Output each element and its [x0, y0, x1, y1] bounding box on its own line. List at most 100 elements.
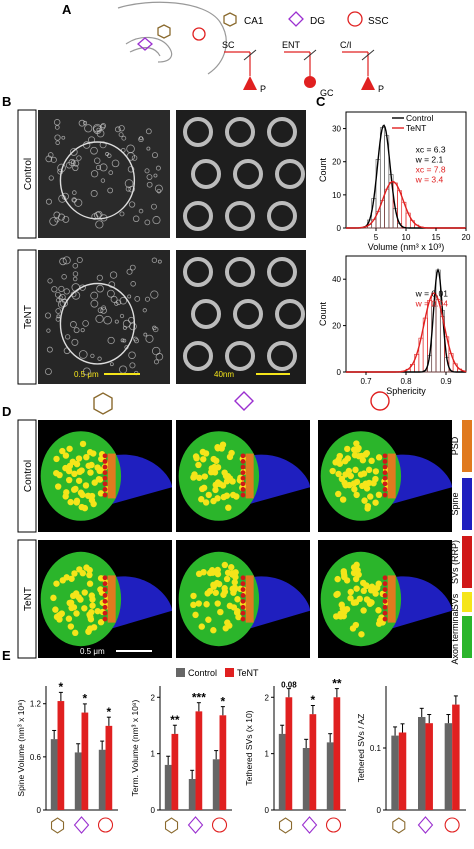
em-vesicle [72, 276, 78, 282]
render-vesicle [86, 580, 94, 587]
bar-control [326, 742, 334, 810]
svg-text:TeNT: TeNT [237, 668, 259, 678]
render-rrp-vesicle [102, 481, 108, 487]
circuit-1-target: P [260, 84, 266, 94]
em-vesicle [59, 257, 67, 266]
x-tick-label: 0.8 [400, 377, 412, 386]
em-vesicle [110, 295, 118, 303]
group-hexagon-icon [392, 817, 406, 834]
em-vesicle [100, 123, 106, 129]
bar-control [212, 759, 220, 810]
row-label-tent-d: TeNT [17, 539, 37, 659]
render-rrp-vesicle [102, 575, 108, 581]
em-vesicle [122, 325, 127, 330]
render-vesicle [96, 476, 104, 483]
em-vesicle [90, 299, 99, 308]
significance-marker: 0.08 [281, 680, 297, 689]
render-psd [387, 575, 396, 623]
render-rrp-vesicle [240, 492, 246, 498]
significance-marker: * [83, 692, 88, 706]
render-vesicle [87, 616, 95, 623]
em-vesicle [47, 278, 53, 284]
em-vesicle [109, 271, 118, 279]
y-tick-label: 2 [151, 693, 156, 702]
render-rrp-vesicle [382, 616, 388, 622]
render-vesicle [234, 596, 241, 603]
y-tick-label: 10 [332, 191, 341, 200]
em-vesicle [68, 158, 76, 167]
render-vesicle [208, 567, 216, 574]
render-vesicle [81, 589, 88, 596]
render-vesicle [352, 466, 359, 474]
render-vesicle [231, 584, 239, 591]
circuit-3-target: P [378, 84, 384, 94]
render-vesicle [372, 475, 379, 483]
em-vesicle [90, 353, 95, 359]
render-vesicle [223, 575, 231, 583]
render-vesicle [91, 479, 98, 486]
circuit-3: C/I P [340, 40, 384, 94]
panel-label-c: C [316, 94, 326, 109]
em-vesicle [54, 217, 60, 223]
x-axis-label: Volume (nm³ x 10³) [368, 242, 445, 252]
render-rrp-vesicle [382, 604, 388, 610]
render-vesicle [372, 499, 379, 506]
render-rrp-vesicle [382, 492, 388, 498]
em-vesicle [72, 271, 79, 277]
render-rrp-vesicle [240, 487, 246, 492]
render-rrp-vesicle [382, 575, 388, 581]
legend-e-tent-swatch [225, 668, 234, 677]
em-vesicle [114, 319, 119, 324]
em-vesicle [48, 175, 54, 181]
em-vesicle [134, 296, 141, 302]
em-vesicle [108, 281, 116, 288]
legend-spine-swatch [462, 478, 472, 530]
em-vesicle [90, 146, 98, 155]
render-vesicle [221, 561, 229, 569]
render-rrp-vesicle [382, 487, 388, 492]
render-vesicle [228, 449, 235, 457]
render-rrp-vesicle [382, 475, 388, 481]
significance-marker: ** [170, 713, 180, 727]
x-tick-label: 5 [374, 233, 379, 242]
panel-label-b: B [2, 94, 11, 109]
brain-diamond-icon [137, 37, 153, 51]
brain-hexagon-icon [157, 24, 171, 39]
em-vesicle [114, 126, 121, 133]
em-vesicle [145, 334, 154, 343]
group-hexagon-icon [50, 817, 65, 834]
em-vesicle [120, 338, 125, 343]
render-rrp-vesicle [102, 593, 108, 598]
svg-text:SVs: SVs [450, 593, 460, 610]
em-vesicle [138, 208, 144, 214]
chart-spine-volume: 0 0.6 1.2 Spine Volume (nm³ x 10⁸) * * * [16, 680, 118, 834]
render-rrp-vesicle [240, 593, 246, 598]
em-vesicle [63, 288, 70, 295]
circuit-1: SC P [222, 40, 266, 94]
render-vesicle [353, 585, 360, 592]
svg-text:Control: Control [23, 460, 34, 492]
render-vesicle [210, 455, 217, 463]
em-vesicle [121, 135, 127, 141]
render-vesicle [83, 564, 90, 571]
render-vesicle [86, 449, 94, 456]
em-vesicle [55, 298, 61, 303]
render-vesicle [75, 594, 82, 601]
render-vesicle [375, 454, 383, 461]
chart-volume-histogram: 5 10 15 20 0 10 20 30 Volume (nm³ x 10³) Count xc … [318, 111, 471, 252]
group-diamond-icon [73, 816, 90, 834]
em-vesicle [151, 346, 161, 356]
render-rrp-vesicle [102, 470, 108, 476]
render-vesicle [97, 586, 104, 593]
y-tick-label: 40 [332, 275, 341, 284]
em-vesicle [144, 296, 151, 302]
em-vesicle [45, 155, 53, 163]
em-vesicle [118, 125, 125, 132]
em-vesicle [65, 334, 71, 340]
significance-marker: *** [192, 690, 206, 704]
render-vesicle [202, 450, 210, 457]
bar-control [50, 739, 58, 810]
em-vesicle [47, 152, 54, 158]
bar-tent [285, 697, 293, 810]
